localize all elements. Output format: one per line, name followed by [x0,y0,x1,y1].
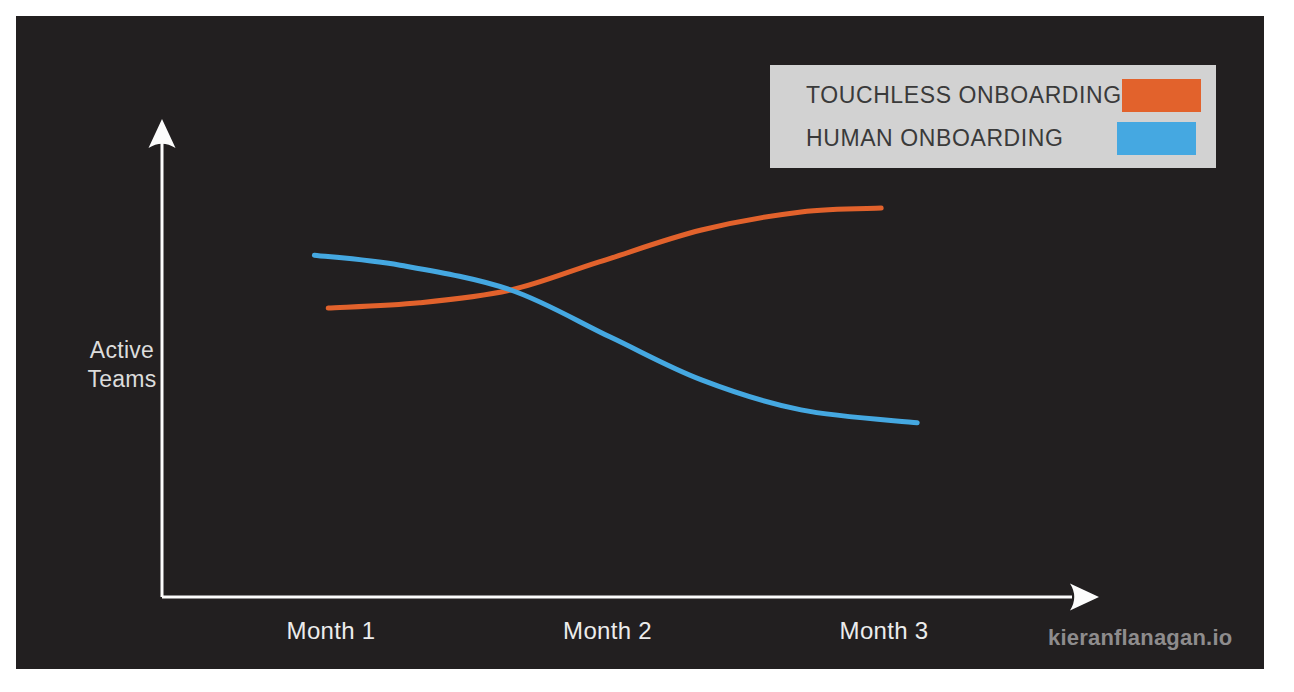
series-lines [314,208,917,423]
y-axis-label: Active Teams [72,336,172,394]
x-tick-label: Month 1 [287,617,376,645]
legend-swatch [1117,122,1196,155]
legend-label: TOUCHLESS ONBOARDING [806,82,1122,109]
legend-item: HUMAN ONBOARDING [770,121,1216,155]
series-line-touchless-onboarding [328,208,881,308]
y-axis-arrow-icon [149,119,176,148]
x-tick-label: Month 2 [563,617,652,645]
legend-swatch [1122,79,1201,112]
x-tick-label: Month 3 [840,617,929,645]
watermark: kieranflanagan.io [1048,625,1232,651]
series-line-human-onboarding [314,255,917,423]
legend-item: TOUCHLESS ONBOARDING [770,78,1216,112]
chart-canvas: Active Teams Month 1 Month 2 Month 3 TOUCH… [16,16,1264,669]
legend: TOUCHLESS ONBOARDING HUMAN ONBOARDING [770,65,1216,168]
legend-label: HUMAN ONBOARDING [806,125,1064,152]
x-axis-arrow-icon [1070,584,1099,611]
